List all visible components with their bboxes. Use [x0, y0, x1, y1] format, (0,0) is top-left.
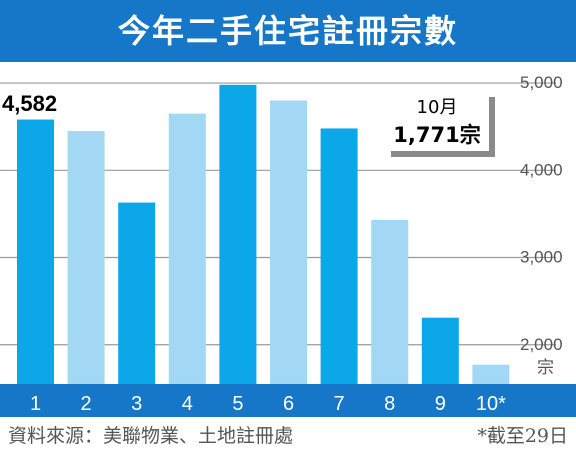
- x-tick-label: 7: [334, 393, 345, 415]
- x-tick-label: 2: [81, 393, 92, 415]
- source-note: 資料來源：美聯物業、土地註冊處: [8, 425, 294, 447]
- bar: [472, 364, 510, 384]
- x-tick-label: 8: [384, 393, 395, 415]
- bar: [421, 317, 459, 384]
- x-tick-label: 6: [283, 393, 294, 415]
- bar: [371, 220, 409, 384]
- bar: [67, 131, 105, 384]
- title-bar: [0, 0, 576, 62]
- callout-value: 1,771宗: [393, 123, 480, 147]
- bar: [17, 119, 54, 384]
- x-tick-label: 4: [182, 393, 193, 415]
- x-tick-label: 1: [30, 393, 41, 415]
- bar-chart: 2,000 3,000 4,000 5,000 宗 1 2 3 4 5 6 7 8 9 10* 4,582 10…: [0, 73, 576, 417]
- y-unit-label: 宗: [537, 358, 554, 378]
- y-tick-label: 2,000: [520, 335, 563, 354]
- bar: [118, 202, 156, 384]
- y-tick-label: 4,000: [520, 160, 563, 179]
- x-tick-label: 5: [232, 393, 243, 415]
- bar: [168, 113, 206, 384]
- y-tick-label: 5,000: [520, 73, 563, 92]
- chart-title: 今年二手住宅註冊宗數: [117, 12, 458, 50]
- y-tick-label: 3,000: [520, 248, 563, 267]
- bar: [219, 84, 257, 385]
- x-tick-label: 3: [131, 393, 142, 415]
- callout-month: 10月: [417, 97, 458, 118]
- bar: [320, 128, 358, 384]
- x-tick-label: 9: [435, 393, 446, 415]
- bar: [270, 100, 307, 385]
- data-label-jan: 4,582: [2, 91, 57, 116]
- date-footnote: *截至29日: [477, 425, 568, 447]
- callout-box: [385, 91, 489, 151]
- x-axis-band: [0, 384, 576, 417]
- x-tick-label: 10*: [476, 393, 506, 415]
